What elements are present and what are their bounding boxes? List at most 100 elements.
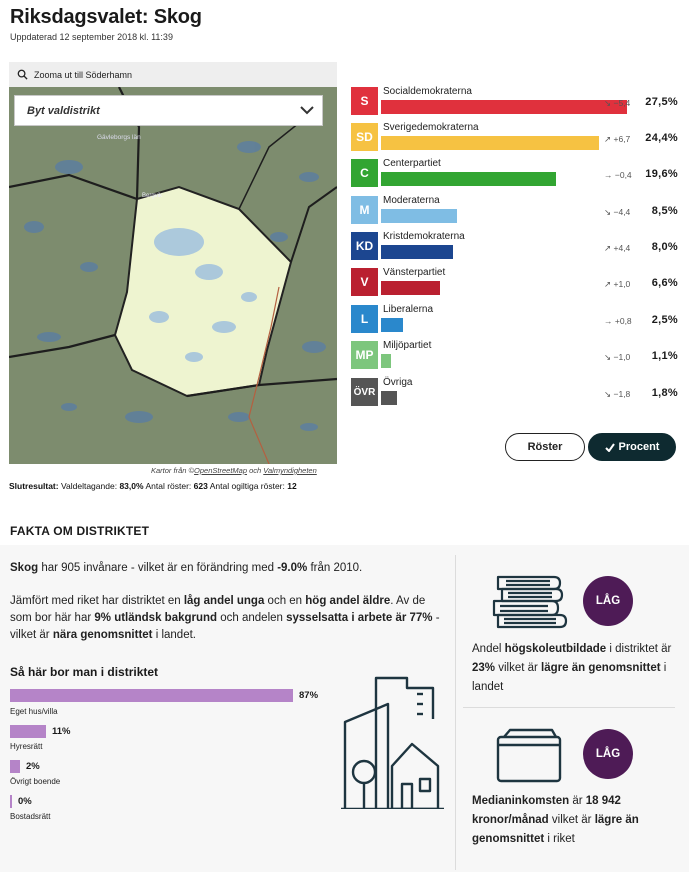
housing-bar xyxy=(10,795,12,808)
votes-toggle-button[interactable]: Röster xyxy=(505,433,585,461)
party-bar xyxy=(381,100,627,114)
party-change: ↗ +4,4 xyxy=(604,243,631,253)
page-title: Riksdagsvalet: Skog xyxy=(10,6,202,28)
party-percent: 8,5% xyxy=(651,205,678,217)
population-paragraph: Skog har 905 invånare - vilket är en för… xyxy=(10,562,363,574)
education-level-badge: LÅG xyxy=(583,576,633,626)
housing-percent: 87% xyxy=(299,690,319,701)
section-title: FAKTA OM DISTRIKTET xyxy=(10,524,150,538)
arrow-icon: ↗ xyxy=(604,134,612,144)
party-badge: SD xyxy=(351,123,378,151)
updated-timestamp: Uppdaterad 12 september 2018 kl. 11:39 xyxy=(10,32,173,42)
final-result: Slutresultat: Valdeltagande: 83,0% Antal… xyxy=(9,481,297,491)
party-badge: S xyxy=(351,87,378,115)
party-row: V Vänsterpartiet ↗ +1,0 6,6% xyxy=(351,267,681,298)
party-change: ↗ +1,0 xyxy=(604,279,631,289)
party-change: → +0,8 xyxy=(604,316,632,326)
party-bar xyxy=(381,136,599,150)
books-icon xyxy=(492,575,568,629)
party-badge: V xyxy=(351,268,378,296)
party-change: ↗ +6,7 xyxy=(604,134,631,144)
party-name: Liberalerna xyxy=(383,304,434,315)
wallet-icon xyxy=(496,728,562,783)
party-name: Vänsterpartiet xyxy=(383,267,446,278)
party-bar xyxy=(381,172,556,186)
housing-label: Eget hus/villa xyxy=(10,707,58,716)
party-bar xyxy=(381,354,391,368)
housing-label: Hyresrätt xyxy=(10,742,43,751)
housing-bar xyxy=(10,725,46,738)
party-name: Centerpartiet xyxy=(383,158,441,169)
party-name: Övriga xyxy=(383,377,413,388)
arrow-icon: → xyxy=(604,170,613,180)
party-row: MP Miljöpartiet ↘ −1,0 1,1% xyxy=(351,340,681,371)
party-percent: 1,1% xyxy=(651,350,678,362)
arrow-icon: ↗ xyxy=(604,279,612,289)
map-place-label: Gävleborgs län xyxy=(97,134,141,141)
party-row: S Socialdemokraterna ↘ −5,4 27,5% xyxy=(351,86,681,117)
arrow-icon: ↘ xyxy=(604,389,612,399)
party-change: ↘ −1,0 xyxy=(604,352,631,362)
valmyndigheten-link[interactable]: Valmyndigheten xyxy=(263,466,317,475)
map-credit: Kartor från ©OpenStreetMap och Valmyndig… xyxy=(151,466,317,475)
party-badge: M xyxy=(351,196,378,224)
check-icon xyxy=(604,442,615,452)
arrow-icon: ↘ xyxy=(604,352,612,362)
zoom-out-label: Zooma ut till Söderhamn xyxy=(34,69,133,80)
party-row: KD Kristdemokraterna ↗ +4,4 8,0% xyxy=(351,231,681,262)
arrow-icon: ↘ xyxy=(604,98,612,108)
income-text: Medianinkomsten är 18 942 kronor/månad v… xyxy=(472,795,639,845)
party-badge: MP xyxy=(351,341,378,369)
district-select[interactable]: Byt valdistrikt xyxy=(14,95,323,126)
party-row: ÖVR Övriga ↘ −1,8 1,8% xyxy=(351,377,681,408)
arrow-icon: ↘ xyxy=(604,207,612,217)
divider xyxy=(455,555,456,870)
housing-percent: 2% xyxy=(26,761,40,772)
arrow-icon: → xyxy=(604,316,613,326)
party-row: SD Sverigedemokraterna ↗ +6,7 24,4% xyxy=(351,122,681,153)
party-bar xyxy=(381,281,440,295)
party-percent: 6,6% xyxy=(651,277,678,289)
party-badge: C xyxy=(351,159,378,187)
housing-bar xyxy=(10,689,293,702)
party-change: ↘ −5,4 xyxy=(604,98,631,108)
party-change: ↘ −1,8 xyxy=(604,389,631,399)
party-badge: L xyxy=(351,305,378,333)
party-name: Sverigedemokraterna xyxy=(383,122,479,133)
facts-panel xyxy=(0,545,689,872)
party-percent: 27,5% xyxy=(645,96,678,108)
party-name: Socialdemokraterna xyxy=(383,86,472,97)
party-percent: 19,6% xyxy=(645,168,678,180)
housing-title: Så här bor man i distriktet xyxy=(10,665,159,679)
zoom-out-link[interactable]: Zooma ut till Söderhamn xyxy=(9,62,337,87)
housing-percent: 11% xyxy=(52,726,71,737)
housing-label: Bostadsrätt xyxy=(10,812,51,821)
housing-bar xyxy=(10,760,20,773)
party-bar xyxy=(381,209,457,223)
party-percent: 8,0% xyxy=(651,241,678,253)
party-name: Moderaterna xyxy=(383,195,440,206)
party-name: Kristdemokraterna xyxy=(383,231,465,242)
party-percent: 1,8% xyxy=(651,387,678,399)
divider xyxy=(463,707,675,708)
arrow-icon: ↗ xyxy=(604,243,612,253)
map-canvas: Gävleborgs län Bergvik xyxy=(9,87,337,464)
party-row: M Moderaterna ↘ −4,4 8,5% xyxy=(351,195,681,226)
housing-label: Övrigt boende xyxy=(10,777,61,786)
party-row: L Liberalerna → +0,8 2,5% xyxy=(351,304,681,335)
district-map[interactable]: Zooma ut till Söderhamn Byt valdistrikt xyxy=(9,62,337,464)
osm-link[interactable]: OpenStreetMap xyxy=(194,466,247,475)
housing-percent: 0% xyxy=(18,796,32,807)
income-level-badge: LÅG xyxy=(583,729,633,779)
party-percent: 2,5% xyxy=(651,314,678,326)
party-change: → −0,4 xyxy=(604,170,632,180)
buildings-icon xyxy=(341,676,444,809)
percent-toggle-button[interactable]: Procent xyxy=(588,433,676,461)
district-select-placeholder: Byt valdistrikt xyxy=(27,104,100,117)
party-percent: 24,4% xyxy=(645,132,678,144)
map-place-label: Bergvik xyxy=(142,193,163,199)
education-text: Andel högskoleutbildade i distriktet är … xyxy=(472,643,672,693)
party-row: C Centerpartiet → −0,4 19,6% xyxy=(351,158,681,189)
party-bar xyxy=(381,245,453,259)
party-badge: KD xyxy=(351,232,378,260)
